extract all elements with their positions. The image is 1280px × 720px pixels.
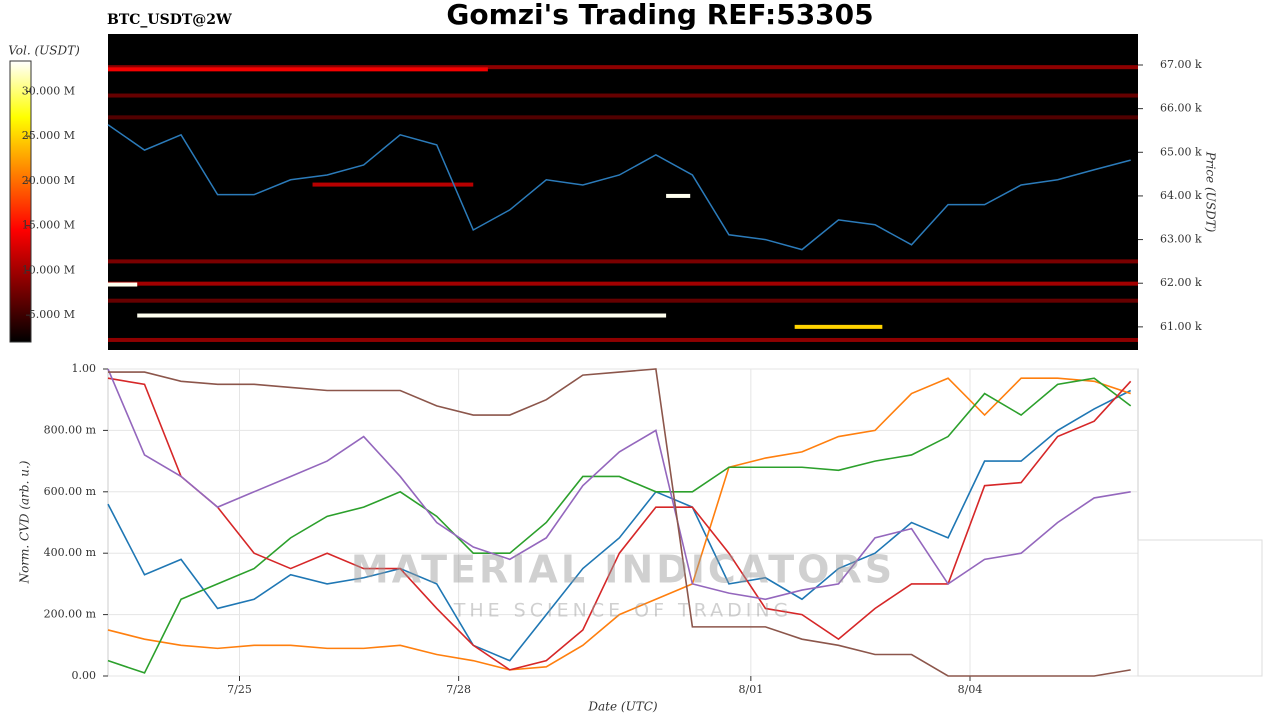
liquidity-level <box>312 182 474 187</box>
liquidity-level <box>108 281 1138 286</box>
cvd-line <box>107 377 1132 671</box>
plot-area <box>107 368 1139 677</box>
x-tick-label: 7/25 <box>227 683 252 696</box>
liquidity-level <box>108 65 1138 70</box>
legend <box>1137 539 1263 677</box>
liquidity-level <box>108 337 1138 342</box>
watermark: THE SCIENCE OF TRADING <box>453 600 793 622</box>
price-line <box>107 124 1131 251</box>
x-tick-label: 7/28 <box>446 683 471 696</box>
y-tick-label: 1.00 <box>72 362 97 375</box>
cvd-line <box>107 389 1132 662</box>
y-tick-label: 66.00 k <box>1160 102 1202 115</box>
colorbar-tick-label: 15.000 M <box>22 219 75 232</box>
liquidity-level <box>108 115 1138 120</box>
colorbar-label: Vol. (USDT) <box>8 44 80 58</box>
liquidity-level <box>666 193 691 198</box>
colorbar-tick-label: 30.000 M <box>22 84 75 97</box>
y-tick-label: 67.00 k <box>1160 58 1202 71</box>
colorbar-tick-label: 20.000 M <box>22 174 75 187</box>
liquidity-level <box>108 93 1138 98</box>
chart-title: BTC_USDT@2W <box>107 12 232 28</box>
y-tick-label: 61.00 k <box>1160 320 1202 333</box>
liquidity-level <box>137 313 667 318</box>
y-tick-label: 400.00 m <box>44 546 97 559</box>
y-axis-label: Price (USDT) <box>1204 151 1218 233</box>
colorbar-tick-label: 10.000 M <box>22 263 75 276</box>
y-tick-label: 63.00 k <box>1160 233 1202 246</box>
y-tick-label: 200.00 m <box>44 608 97 621</box>
x-axis-label: Date (UTC) <box>587 700 657 714</box>
heatmap-background <box>108 34 1138 350</box>
x-tick-label: 8/04 <box>958 683 983 696</box>
cvd-line <box>107 368 1131 601</box>
liquidity-level <box>794 324 883 329</box>
y-tick-label: 600.00 m <box>44 485 97 498</box>
liquidity-level <box>108 67 488 72</box>
colorbar-tick-label: 5.000 M <box>29 308 75 321</box>
y-tick-label: 65.00 k <box>1160 145 1202 158</box>
y-tick-label: 0.00 <box>72 669 97 682</box>
watermark: MATERIAL INDICATORS <box>351 548 895 592</box>
y-tick-label: 800.00 m <box>44 423 97 436</box>
cvd-line <box>107 377 1131 671</box>
cvd-line <box>108 368 1131 677</box>
liquidity-level <box>108 282 138 287</box>
cvd-line <box>107 377 1132 674</box>
y-axis-label: Norm. CVD (arb. u.) <box>18 460 32 584</box>
main-title: Gomzi's Trading REF:53305 <box>446 0 873 31</box>
y-tick-label: 64.00 k <box>1160 189 1202 202</box>
x-tick-label: 8/01 <box>738 683 763 696</box>
colorbar <box>9 60 32 343</box>
cvd-chart: 0.00 200.00 m 400.00 m 600.00 m 800.00 m 1.00… <box>44 362 1138 696</box>
y-tick-label: 62.00 k <box>1160 276 1202 289</box>
liquidity-level <box>108 259 1138 264</box>
colorbar-tick-label: 25.000 M <box>22 129 75 142</box>
liquidity-level <box>108 298 1138 303</box>
